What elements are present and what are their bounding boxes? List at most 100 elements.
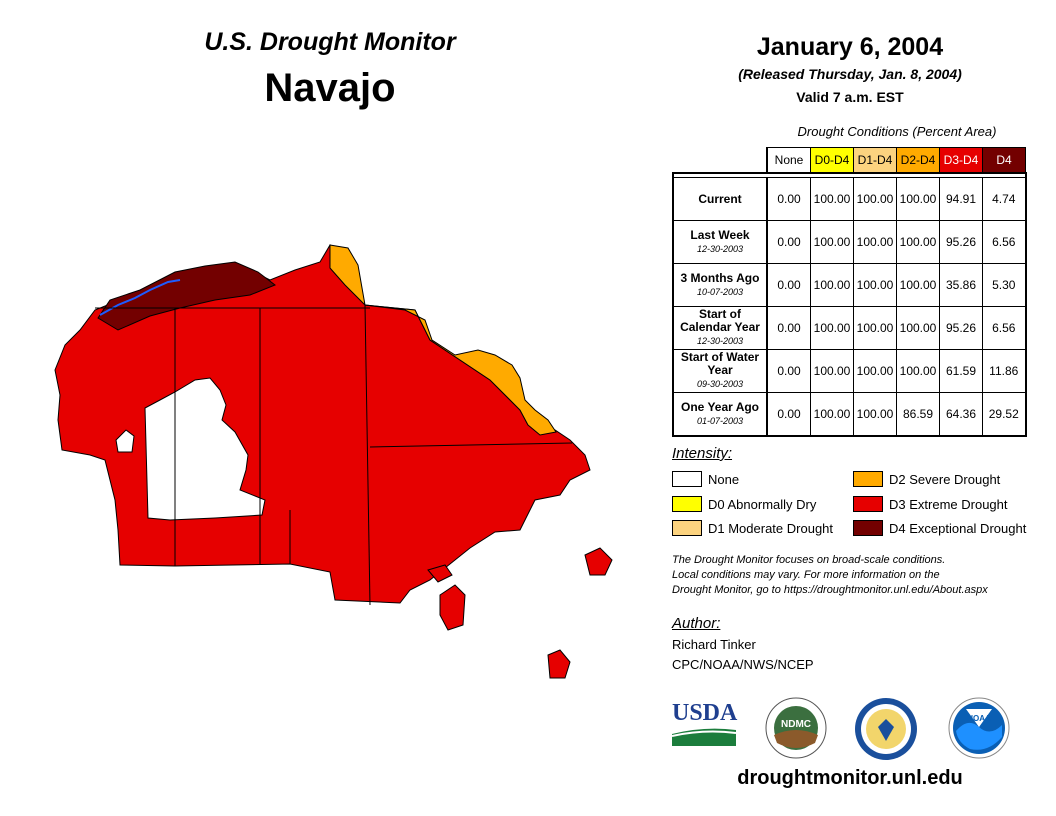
- cell: 6.56: [982, 220, 1027, 264]
- cell: 95.26: [939, 220, 983, 264]
- cell: 0.00: [766, 306, 811, 350]
- cell: 0.00: [766, 392, 811, 437]
- cell: 100.00: [896, 306, 940, 350]
- table-row: Start of Calendar Year 12-30-2003 0.00 10…: [672, 306, 1027, 350]
- cell: 100.00: [853, 263, 897, 307]
- cell: 6.56: [982, 306, 1027, 350]
- cell: 5.30: [982, 263, 1027, 307]
- cell: 61.59: [939, 349, 983, 393]
- cell: 100.00: [810, 220, 854, 264]
- map-date: January 6, 2004: [756, 33, 944, 61]
- row-label: 3 Months Ago 10-07-2003: [672, 263, 768, 307]
- cell: 100.00: [810, 263, 854, 307]
- cell: 95.26: [939, 306, 983, 350]
- cell: 100.00: [810, 392, 854, 437]
- author-org: CPC/NOAA/NWS/NCEP: [672, 657, 814, 672]
- row-label: Last Week 12-30-2003: [672, 220, 768, 264]
- usda-logo: USDA: [671, 700, 737, 748]
- legend-swatch: [853, 520, 883, 536]
- cell: 0.00: [766, 349, 811, 393]
- cell: 100.00: [853, 349, 897, 393]
- cell: 0.00: [766, 220, 811, 264]
- author-title: Author:: [672, 615, 721, 632]
- col-none: None: [766, 147, 811, 174]
- col-d4: D4: [982, 147, 1026, 174]
- cell: 100.00: [853, 392, 897, 437]
- legend-item-d1: D1 Moderate Drought: [672, 520, 833, 536]
- row-label: One Year Ago 01-07-2003: [672, 392, 768, 437]
- cell: 4.74: [982, 177, 1027, 221]
- row-label: Current: [672, 177, 768, 221]
- cell: 0.00: [766, 263, 811, 307]
- col-d3-d4: D3-D4: [939, 147, 983, 174]
- legend-swatch: [672, 471, 702, 487]
- legend-label: D4 Exceptional Drought: [889, 520, 1027, 536]
- legend-item-d0: D0 Abnormally Dry: [672, 496, 816, 512]
- cell: 64.36: [939, 392, 983, 437]
- cell: 100.00: [896, 177, 940, 221]
- table-row: Last Week 12-30-2003 0.00 100.00 100.00 1…: [672, 220, 1027, 264]
- table-title: Drought Conditions (Percent Area): [797, 124, 997, 139]
- cell: 100.00: [896, 220, 940, 264]
- legend-label: D1 Moderate Drought: [708, 520, 834, 536]
- island-1: [439, 584, 466, 631]
- valid-time: Valid 7 a.m. EST: [796, 89, 904, 105]
- lake-water: [99, 279, 181, 316]
- cell: 100.00: [896, 349, 940, 393]
- legend-item-d4: D4 Exceptional Drought: [853, 520, 1026, 536]
- usda-wave-icon: [671, 728, 737, 746]
- col-d2-d4: D2-D4: [896, 147, 940, 174]
- cell: 100.00: [896, 263, 940, 307]
- legend-swatch: [672, 520, 702, 536]
- island-4: [547, 649, 571, 679]
- legend-label: None: [708, 471, 740, 487]
- cell: 100.00: [853, 177, 897, 221]
- cell: 100.00: [810, 177, 854, 221]
- noaa-label: NOAA: [967, 714, 991, 723]
- cell: 100.00: [853, 220, 897, 264]
- cell: 11.86: [982, 349, 1027, 393]
- region-name: Navajo: [264, 66, 396, 110]
- legend-item-d2: D2 Severe Drought: [853, 471, 1000, 487]
- note-line: Local conditions may vary. For more info…: [672, 569, 940, 581]
- commerce-seal-logo: [855, 698, 917, 760]
- ndmc-logo: NDMC: [765, 697, 827, 759]
- legend-swatch: [672, 496, 702, 512]
- table-row: Current 0.00 100.00 100.00 100.00 94.91 …: [672, 177, 1027, 221]
- legend-label: D3 Extreme Drought: [889, 496, 1008, 512]
- d2-severe-region: [329, 244, 557, 436]
- cell: 100.00: [810, 349, 854, 393]
- county-boundaries: [95, 304, 573, 606]
- legend-item-d3: D3 Extreme Drought: [853, 496, 1008, 512]
- col-d1-d4: D1-D4: [853, 147, 897, 174]
- release-date: (Released Thursday, Jan. 8, 2004): [738, 66, 962, 82]
- table-row: One Year Ago 01-07-2003 0.00 100.00 100.0…: [672, 392, 1027, 437]
- cell: 35.86: [939, 263, 983, 307]
- author-name: Richard Tinker: [672, 637, 756, 652]
- drought-map: [54, 244, 613, 679]
- legend-swatch: [853, 471, 883, 487]
- none-spot: [115, 429, 135, 453]
- cell: 94.91: [939, 177, 983, 221]
- legend-label: D2 Severe Drought: [889, 471, 1001, 487]
- cell: 86.59: [896, 392, 940, 437]
- note-line: Drought Monitor, go to https://droughtmo…: [672, 584, 988, 596]
- legend-swatch: [853, 496, 883, 512]
- row-label: Start of Water Year 09-30-2003: [672, 349, 768, 393]
- table-row: Start of Water Year 09-30-2003 0.00 100.0…: [672, 349, 1027, 393]
- d4-exceptional-region: [97, 261, 277, 331]
- legend-item-none: None: [672, 471, 739, 487]
- cell: 29.52: [982, 392, 1027, 437]
- table-row: 3 Months Ago 10-07-2003 0.00 100.00 100.0…: [672, 263, 1027, 307]
- legend-label: D0 Abnormally Dry: [708, 496, 817, 512]
- footer-url[interactable]: droughtmonitor.unl.edu: [737, 767, 963, 789]
- island-3: [584, 547, 613, 576]
- ndmc-label: NDMC: [781, 719, 811, 730]
- disclaimer-note: The Drought Monitor focuses on broad-sca…: [672, 553, 1042, 598]
- col-d0-d4: D0-D4: [810, 147, 854, 174]
- legend-title: Intensity:: [672, 445, 733, 462]
- note-line: The Drought Monitor focuses on broad-sca…: [672, 554, 946, 566]
- island-2: [427, 564, 453, 583]
- conditions-table: None D0-D4 D1-D4 D2-D4 D3-D4 D4 Current …: [672, 147, 1027, 437]
- cell: 0.00: [766, 177, 811, 221]
